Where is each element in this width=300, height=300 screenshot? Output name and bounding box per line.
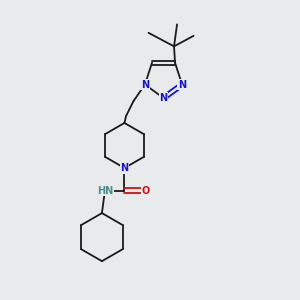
Text: N: N: [178, 80, 186, 89]
Text: O: O: [141, 186, 150, 196]
Text: N: N: [160, 93, 168, 103]
Text: HN: HN: [97, 186, 113, 196]
Text: N: N: [120, 163, 128, 173]
Text: N: N: [141, 80, 149, 89]
